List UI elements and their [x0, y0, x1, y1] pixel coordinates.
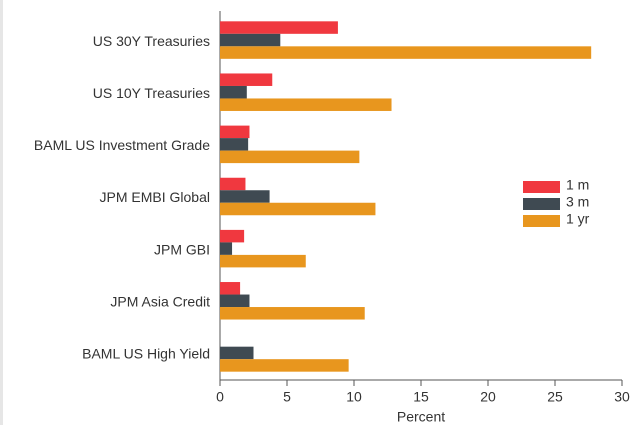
x-tick-label: 20	[480, 389, 496, 405]
legend-swatch	[523, 181, 560, 193]
bar	[220, 177, 246, 191]
bar	[220, 359, 349, 372]
y-tick-label: BAML US Investment Grade	[34, 137, 210, 153]
bar	[220, 282, 241, 295]
legend-label: 1 yr	[566, 211, 590, 227]
bar	[220, 85, 247, 99]
legend-swatch	[523, 198, 560, 210]
left-border	[0, 0, 3, 425]
bar	[220, 33, 281, 47]
x-axis-label: Percent	[397, 409, 445, 425]
x-tick-label: 30	[614, 389, 630, 405]
y-tick-label: JPM Asia Credit	[110, 293, 210, 309]
x-tick-label: 15	[413, 389, 429, 405]
bar	[220, 229, 245, 243]
y-tick-label: US 10Y Treasuries	[93, 85, 210, 101]
bar	[220, 98, 392, 111]
bar	[220, 294, 250, 308]
bar	[220, 21, 338, 34]
y-tick-label: JPM GBI	[154, 241, 210, 257]
bar	[220, 138, 249, 151]
bar	[220, 125, 250, 139]
x-tick-label: 10	[346, 389, 362, 405]
legend-label: 3 m	[566, 194, 589, 210]
x-tick-label: 0	[216, 389, 224, 405]
x-tick-label: 5	[283, 389, 291, 405]
bar	[220, 150, 360, 164]
x-tick-label: 25	[547, 389, 563, 405]
legend-swatch	[523, 215, 560, 227]
bar	[220, 73, 273, 86]
y-tick-label: JPM EMBI Global	[100, 189, 210, 205]
bar	[220, 307, 365, 320]
bar	[220, 346, 254, 360]
y-tick-label: BAML US High Yield	[82, 346, 210, 362]
bar	[220, 254, 306, 268]
bar	[220, 46, 592, 59]
bar	[220, 202, 376, 216]
y-tick-label: US 30Y Treasuries	[93, 33, 210, 49]
bar	[220, 242, 233, 255]
legend-label: 1 m	[566, 177, 589, 193]
bar	[220, 190, 270, 203]
